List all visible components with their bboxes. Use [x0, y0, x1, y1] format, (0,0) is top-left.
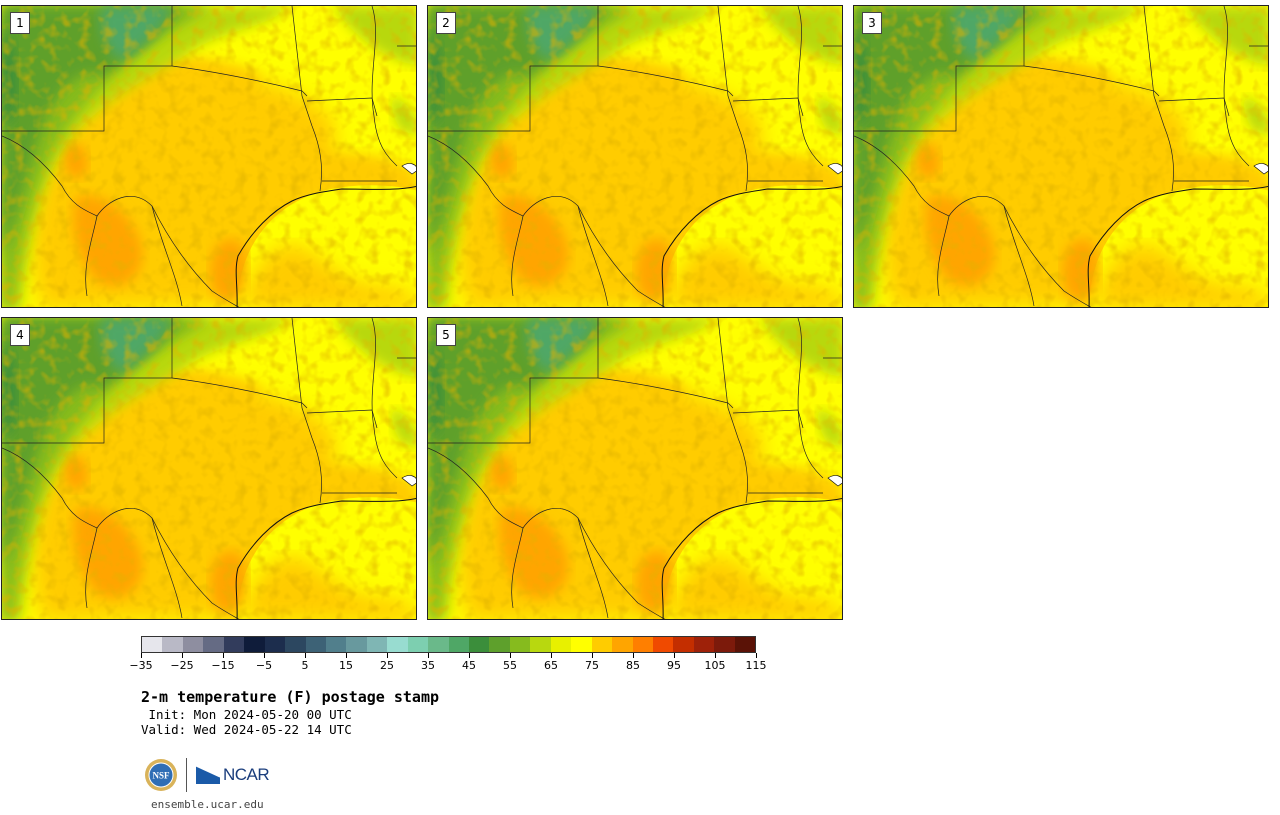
- colorbar-tick-label: −15: [211, 659, 235, 672]
- temperature-colorbar: [141, 636, 756, 653]
- site-url: ensemble.ucar.edu: [151, 798, 264, 811]
- colorbar-cell: [571, 637, 592, 652]
- panel-number-label: 1: [10, 12, 30, 34]
- colorbar-cell: [264, 637, 286, 652]
- colorbar-tick-label: −25: [170, 659, 194, 672]
- colorbar-cell: [182, 637, 204, 652]
- colorbar-tick: [469, 653, 470, 658]
- colorbar-cell: [612, 637, 633, 652]
- temperature-map: [2, 6, 417, 308]
- colorbar-tick-label: 105: [704, 659, 726, 672]
- colorbar-cell: [530, 637, 551, 652]
- temperature-map: [428, 318, 843, 620]
- colorbar-cell: [285, 637, 306, 652]
- colorbar-tick: [305, 653, 306, 658]
- map-panel-3[interactable]: 3: [853, 5, 1269, 308]
- colorbar-tick-label: −5: [255, 659, 273, 672]
- colorbar-cell: [366, 637, 388, 652]
- colorbar-tick-label: −35: [129, 659, 153, 672]
- map-panel-1[interactable]: 1: [1, 5, 417, 308]
- colorbar-tick-label: 65: [544, 659, 558, 672]
- colorbar-cell: [305, 637, 326, 652]
- colorbar-tick-label: 35: [421, 659, 435, 672]
- colorbar-tick: [756, 653, 757, 658]
- colorbar-tick: [264, 653, 265, 658]
- map-panel-2[interactable]: 2: [427, 5, 843, 308]
- nsf-logo: NSF: [145, 759, 177, 791]
- panel-number-label: 5: [436, 324, 456, 346]
- colorbar-tick: [223, 653, 224, 658]
- colorbar-tick: [715, 653, 716, 658]
- svg-text:NSF: NSF: [152, 771, 170, 781]
- colorbar-cell: [652, 637, 674, 652]
- colorbar-cell: [223, 637, 245, 652]
- colorbar-cell: [244, 637, 265, 652]
- colorbar-tick: [428, 653, 429, 658]
- plot-title: 2-m temperature (F) postage stamp: [141, 688, 440, 706]
- valid-time-line: Valid: Wed 2024-05-22 14 UTC: [141, 722, 352, 737]
- colorbar-cell: [673, 637, 694, 652]
- colorbar-tick-label: 75: [585, 659, 599, 672]
- colorbar-cell: [407, 637, 429, 652]
- colorbar-cell: [509, 637, 531, 652]
- colorbar-tick: [674, 653, 675, 658]
- colorbar-tick: [633, 653, 634, 658]
- temperature-map: [854, 6, 1269, 308]
- colorbar-tick: [346, 653, 347, 658]
- colorbar-cell: [203, 637, 224, 652]
- colorbar-tick: [551, 653, 552, 658]
- panel-number-label: 4: [10, 324, 30, 346]
- colorbar-cell: [489, 637, 510, 652]
- colorbar-tick: [182, 653, 183, 658]
- colorbar-tick: [510, 653, 511, 658]
- colorbar-tick-label: 55: [503, 659, 517, 672]
- colorbar-cell: [714, 637, 735, 652]
- colorbar-cell: [142, 637, 163, 652]
- colorbar-tick-label: 15: [339, 659, 353, 672]
- colorbar-cell: [448, 637, 469, 652]
- colorbar-cell: [734, 637, 756, 652]
- panel-number-label: 2: [436, 12, 456, 34]
- colorbar-cell: [387, 637, 408, 652]
- colorbar-tick-label: 115: [745, 659, 767, 672]
- colorbar-tick-label: 5: [301, 659, 309, 672]
- colorbar-cell: [550, 637, 572, 652]
- colorbar-tick-label: 95: [667, 659, 681, 672]
- colorbar-tick-label: 45: [462, 659, 476, 672]
- colorbar-tick-label: 85: [626, 659, 640, 672]
- ncar-logo: NCAR: [195, 765, 270, 785]
- logo-row: NSF NCAR: [144, 756, 270, 794]
- colorbar-cell: [162, 637, 183, 652]
- colorbar-cell: [428, 637, 449, 652]
- panel-number-label: 3: [862, 12, 882, 34]
- logo-divider: [186, 758, 187, 792]
- colorbar-tick: [387, 653, 388, 658]
- map-panel-4[interactable]: 4: [1, 317, 417, 620]
- colorbar-tick: [592, 653, 593, 658]
- colorbar-cell: [632, 637, 653, 652]
- colorbar-tick: [141, 653, 142, 658]
- temperature-map: [2, 318, 417, 620]
- colorbar-cell: [325, 637, 347, 652]
- colorbar-cell: [591, 637, 613, 652]
- init-time-line: Init: Mon 2024-05-20 00 UTC: [141, 707, 352, 722]
- temperature-map: [428, 6, 843, 308]
- colorbar-cell: [693, 637, 715, 652]
- colorbar-ticks: −35 −25 −15 −5 5 15 25 35 45 55 65 75 85 95 105 115: [129, 653, 767, 673]
- colorbar-tick-label: 25: [380, 659, 394, 672]
- colorbar-cell: [346, 637, 367, 652]
- ncar-mark-icon: [195, 765, 221, 784]
- colorbar-cell: [469, 637, 490, 652]
- map-panel-5[interactable]: 5: [427, 317, 843, 620]
